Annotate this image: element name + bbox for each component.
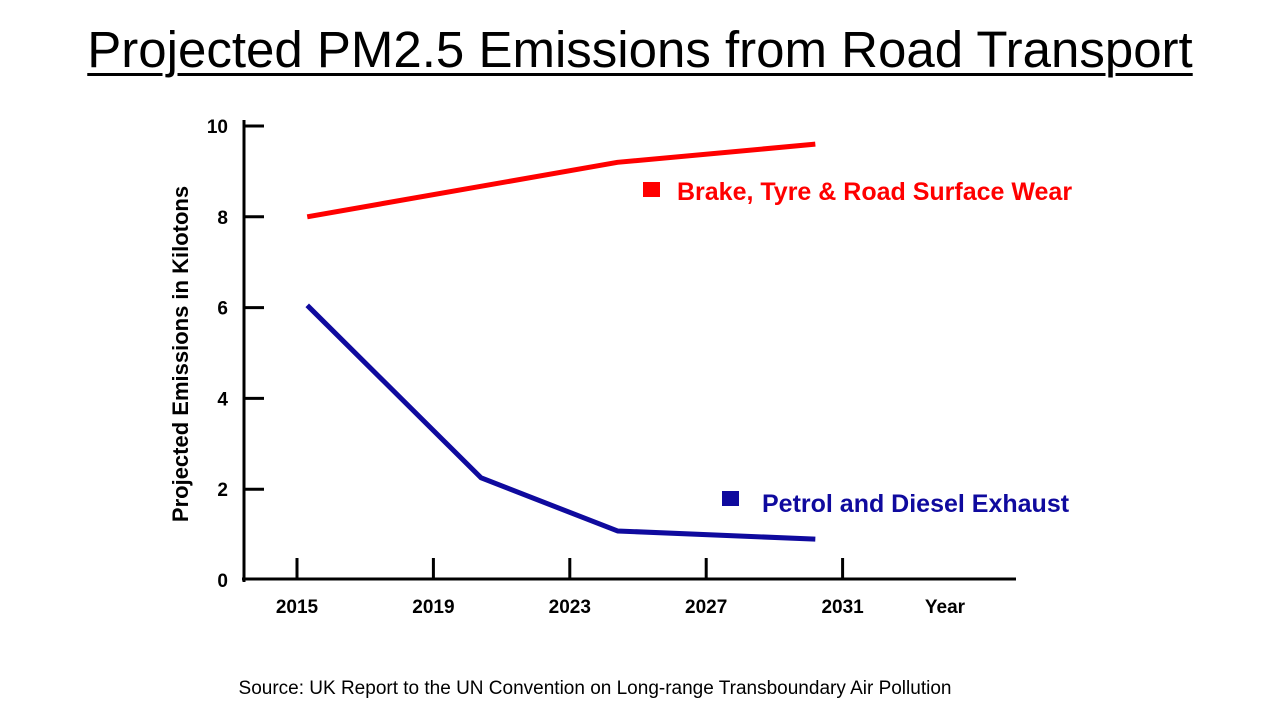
y-tick-label: 0 xyxy=(217,571,228,592)
x-axis-label: Year xyxy=(925,597,966,618)
y-tick-label: 2 xyxy=(217,480,228,501)
y-axis-label: Projected Emissions in Kilotons xyxy=(168,186,193,522)
x-tick-label: 2027 xyxy=(685,597,727,618)
legend-marker-brake xyxy=(643,182,660,197)
series-line-1 xyxy=(305,303,816,542)
legend-label-brake: Brake, Tyre & Road Surface Wear xyxy=(677,178,1072,206)
x-tick-label: 2019 xyxy=(412,597,454,618)
y-tick-label: 6 xyxy=(217,299,228,320)
legend-marker-exhaust xyxy=(722,491,739,506)
x-tick-label: 2023 xyxy=(549,597,591,618)
y-tick-label: 8 xyxy=(217,208,228,229)
x-tick-label: 2031 xyxy=(821,597,864,618)
y-tick-label: 4 xyxy=(217,389,228,410)
chart-title: Projected PM2.5 Emissions from Road Tran… xyxy=(87,21,1193,78)
x-tick-label: 2015 xyxy=(276,597,319,618)
source-note: Source: UK Report to the UN Convention o… xyxy=(238,678,952,699)
y-tick-label: 10 xyxy=(207,117,228,138)
legend-label-exhaust: Petrol and Diesel Exhaust xyxy=(762,490,1070,518)
